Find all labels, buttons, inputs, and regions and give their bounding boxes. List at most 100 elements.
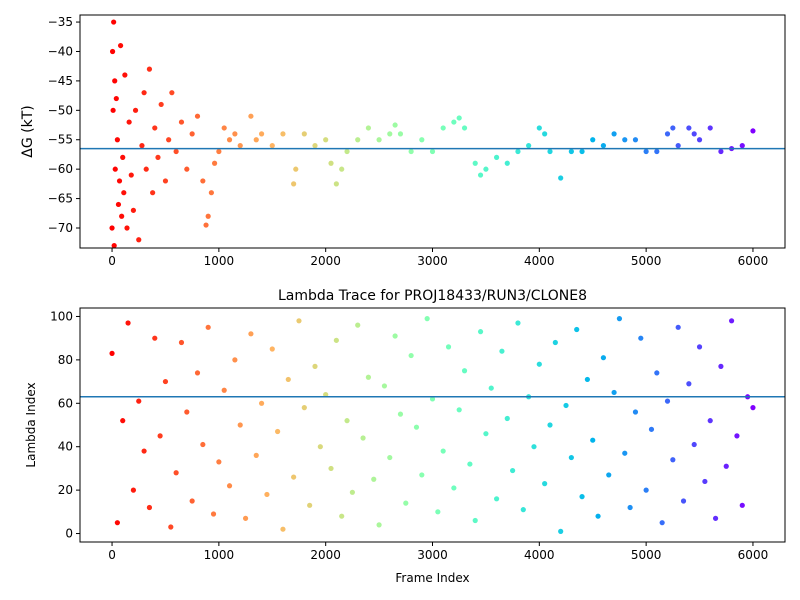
point xyxy=(248,331,254,337)
point xyxy=(146,504,153,511)
point xyxy=(333,337,339,343)
point xyxy=(143,166,149,172)
point xyxy=(114,520,120,526)
point xyxy=(723,463,729,469)
point xyxy=(152,335,158,341)
point xyxy=(111,19,117,25)
point xyxy=(622,450,628,456)
point xyxy=(344,148,350,155)
point xyxy=(488,385,494,391)
point xyxy=(590,437,596,443)
point xyxy=(451,485,457,491)
point xyxy=(136,398,142,404)
point xyxy=(130,207,137,213)
point xyxy=(579,494,585,500)
point xyxy=(296,318,302,324)
point xyxy=(323,392,329,398)
point xyxy=(226,483,233,489)
point xyxy=(686,125,692,131)
point xyxy=(392,333,398,339)
point xyxy=(113,95,119,102)
chart-title: Lambda Trace for PROJ18433/RUN3/CLONE8 xyxy=(278,288,587,304)
point xyxy=(675,324,681,330)
point xyxy=(116,178,123,184)
point xyxy=(718,148,724,155)
point xyxy=(574,326,580,333)
point xyxy=(189,131,195,137)
point xyxy=(178,119,185,125)
point xyxy=(125,320,131,326)
point xyxy=(194,113,201,119)
point xyxy=(291,181,297,187)
point xyxy=(208,190,214,196)
point xyxy=(429,396,436,402)
point xyxy=(221,125,227,131)
point xyxy=(178,339,185,346)
point xyxy=(622,137,628,143)
point xyxy=(139,143,145,149)
y-axis-label: ΔG (kT) xyxy=(20,105,36,157)
point xyxy=(312,363,318,369)
point xyxy=(515,320,521,326)
point xyxy=(739,502,745,508)
point xyxy=(200,441,206,448)
point xyxy=(600,355,607,361)
point xyxy=(150,190,156,196)
point xyxy=(435,509,441,515)
y-tick-label: −55 xyxy=(48,133,73,147)
point xyxy=(558,175,564,181)
y-tick-label: −45 xyxy=(48,74,73,88)
point xyxy=(531,444,537,450)
point xyxy=(493,154,500,160)
point xyxy=(280,526,286,532)
point xyxy=(595,513,601,519)
point xyxy=(194,370,201,376)
y-tick-label: 100 xyxy=(50,309,73,323)
point xyxy=(686,381,692,387)
point xyxy=(365,125,372,131)
point xyxy=(258,131,265,137)
point xyxy=(344,418,350,424)
point xyxy=(124,225,130,231)
point xyxy=(483,166,489,172)
point xyxy=(293,166,299,172)
point xyxy=(169,90,175,96)
point xyxy=(242,515,249,521)
point xyxy=(269,346,275,352)
point xyxy=(664,398,671,404)
point xyxy=(328,160,334,166)
point xyxy=(472,160,478,166)
x-tick-label: 3000 xyxy=(417,548,448,562)
point xyxy=(355,137,361,143)
point xyxy=(728,318,735,324)
point xyxy=(339,513,345,519)
point xyxy=(632,137,639,143)
point xyxy=(691,441,697,448)
point xyxy=(606,472,612,478)
point xyxy=(707,125,713,131)
point xyxy=(285,376,291,383)
x-tick-label: 2000 xyxy=(310,254,341,268)
point xyxy=(392,122,398,128)
point xyxy=(141,448,147,454)
point xyxy=(221,387,227,393)
point xyxy=(173,148,179,155)
point xyxy=(387,131,393,137)
x-tick-label: 5000 xyxy=(631,548,662,562)
point xyxy=(275,428,281,435)
x-axis-label: Frame Index xyxy=(395,571,469,585)
point xyxy=(232,131,238,137)
point xyxy=(504,415,510,422)
x-tick-label: 3000 xyxy=(417,254,448,268)
point xyxy=(419,472,425,478)
point xyxy=(112,78,118,84)
point xyxy=(499,348,505,354)
point xyxy=(680,498,687,504)
point xyxy=(750,405,756,411)
point xyxy=(712,515,719,521)
point xyxy=(472,517,478,524)
point xyxy=(536,361,542,367)
point xyxy=(115,201,122,208)
point xyxy=(381,383,388,389)
point xyxy=(643,487,649,493)
